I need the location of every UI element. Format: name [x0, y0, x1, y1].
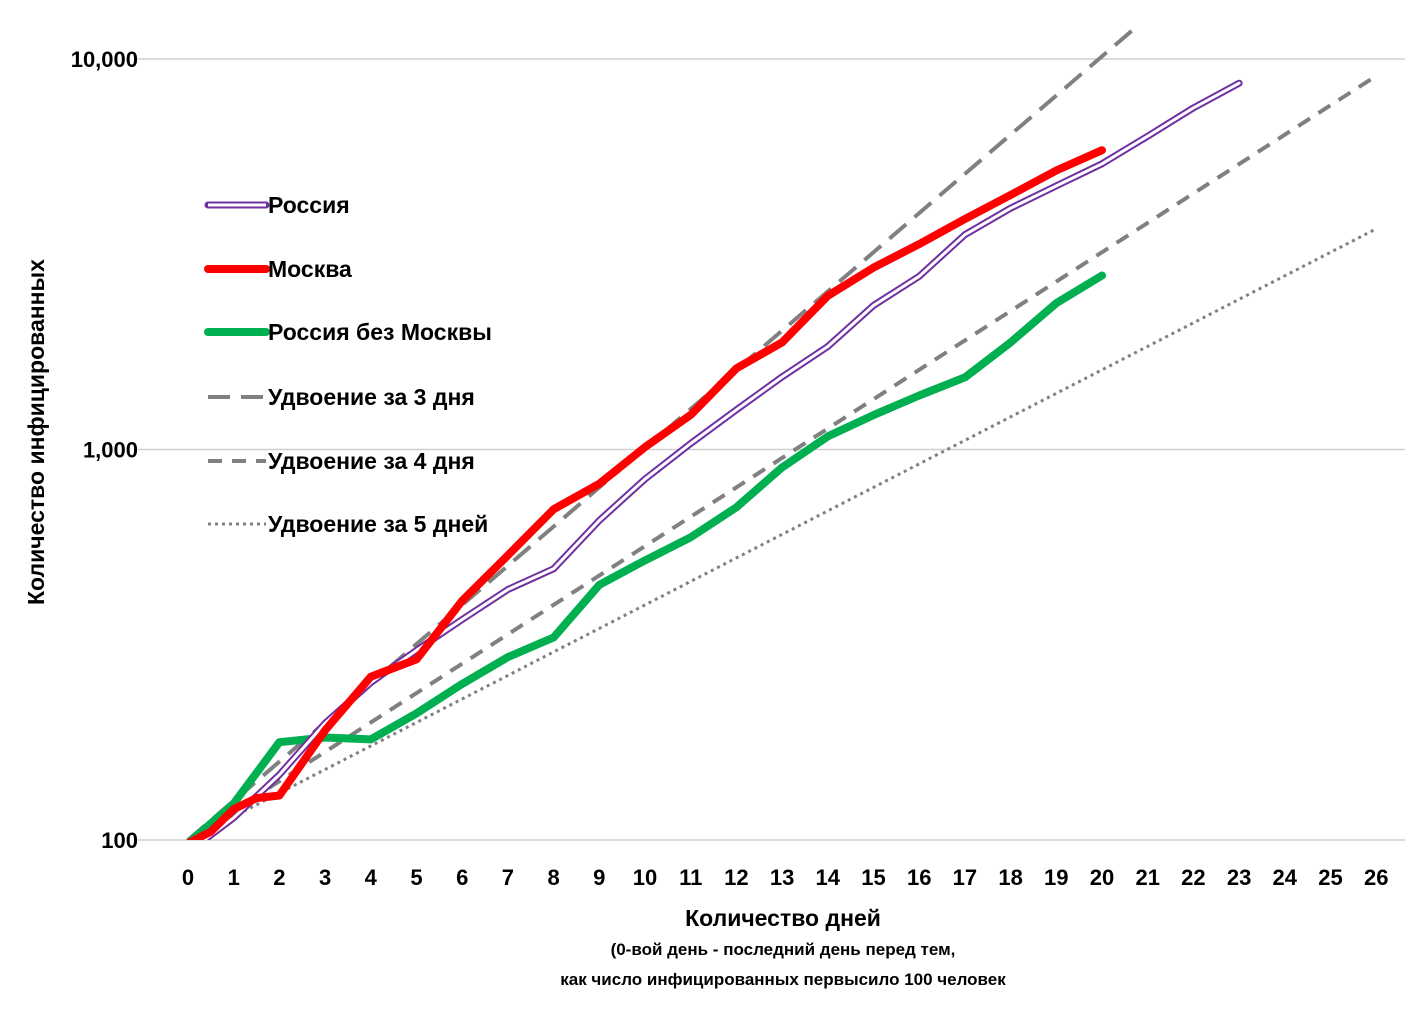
x-tick-label: 14	[816, 865, 841, 890]
gridlines	[138, 58, 1405, 841]
x-tick-label: 1	[228, 865, 240, 890]
x-tick-label: 24	[1273, 865, 1298, 890]
legend: Россия Москва Россия без Москвы Удвоение за…	[204, 192, 492, 537]
legend-label: Москва	[268, 256, 352, 282]
x-tick-label: 17	[953, 865, 977, 890]
x-tick-label: 11	[679, 865, 702, 890]
x-axis-title: Количество дней	[685, 905, 881, 931]
legend-label: Россия без Москвы	[268, 319, 492, 345]
x-tick-label: 7	[502, 865, 514, 890]
x-tick-label: 13	[770, 865, 794, 890]
y-axis-ticks: 100 1,000 10,000	[71, 47, 138, 853]
x-tick-label: 22	[1181, 865, 1205, 890]
x-tick-label: 3	[319, 865, 331, 890]
x-axis-ticks: 0 1 2 3 4 5 6 7 8 9 10 11 12 13 14 15 16 17 18 19 20 21 22 23 24…	[182, 865, 1389, 890]
y-axis-title: Количество инфицированных	[23, 259, 49, 605]
x-axis-note-line-1: (0-вой день - последний день перед тем,	[611, 940, 956, 959]
legend-label: Удвоение за 3 дня	[268, 384, 475, 410]
x-axis-note-line-2: как число инфицированных первысило 100 ч…	[560, 970, 1006, 989]
x-tick-label: 4	[365, 865, 378, 890]
x-tick-label: 6	[456, 865, 468, 890]
x-tick-label: 25	[1318, 865, 1342, 890]
x-tick-label: 12	[724, 865, 748, 890]
x-tick-label: 26	[1364, 865, 1388, 890]
x-tick-label: 16	[907, 865, 931, 890]
x-tick-label: 0	[182, 865, 194, 890]
series-line-4	[186, 74, 1378, 840]
x-tick-label: 9	[593, 865, 605, 890]
x-tick-label: 8	[547, 865, 559, 890]
x-tick-label: 21	[1135, 865, 1159, 890]
x-tick-label: 19	[1044, 865, 1068, 890]
legend-label: Удвоение за 4 дня	[268, 448, 475, 474]
y-tick-label: 1,000	[83, 438, 138, 463]
x-tick-label: 23	[1227, 865, 1251, 890]
x-tick-label: 18	[998, 865, 1022, 890]
x-tick-label: 5	[410, 865, 422, 890]
y-tick-label: 10,000	[71, 47, 138, 72]
series-line-2	[185, 271, 1106, 840]
x-tick-label: 20	[1090, 865, 1114, 890]
series-line-5	[187, 227, 1377, 840]
x-tick-label: 10	[633, 865, 657, 890]
x-tick-label: 2	[273, 865, 285, 890]
legend-label: Удвоение за 5 дней	[268, 511, 488, 537]
y-tick-label: 100	[101, 828, 138, 853]
series-layer	[185, 28, 1378, 840]
legend-label: Россия	[268, 192, 350, 218]
series-line-1	[185, 146, 1106, 840]
x-tick-label: 15	[861, 865, 885, 890]
